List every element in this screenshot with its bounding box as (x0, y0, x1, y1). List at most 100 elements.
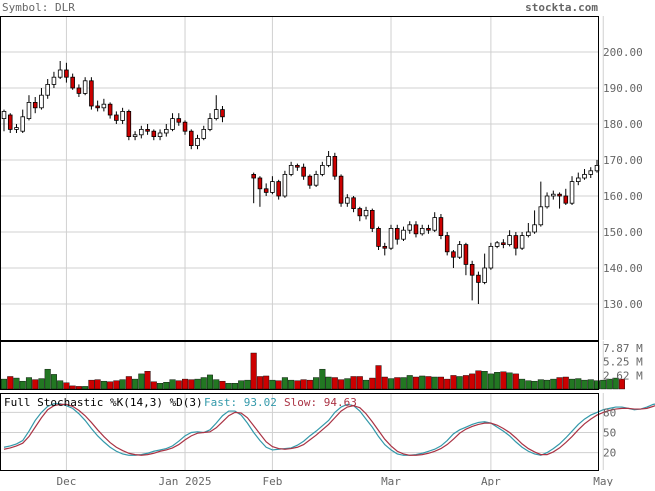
candle (463, 242, 469, 276)
candle-body (126, 111, 132, 138)
candle-body (195, 137, 200, 146)
candle (357, 206, 363, 222)
candle (57, 61, 63, 79)
candle (276, 179, 281, 200)
candle (419, 224, 425, 236)
volume-bar (437, 376, 444, 390)
candle-body (82, 80, 88, 94)
volume-bar (88, 379, 95, 390)
candle (51, 71, 57, 88)
fast-value-label: Fast: 93.02 (204, 396, 277, 409)
volume-bar (38, 378, 45, 390)
candle-body (476, 274, 481, 283)
volume-bar (63, 382, 70, 390)
candle-body (557, 193, 562, 197)
volume-bar (544, 379, 551, 390)
candle-body (145, 128, 150, 132)
price-tick-label: 200.00 (603, 46, 643, 59)
grid-layer (0, 16, 604, 470)
candle (64, 62, 69, 83)
candle-body (157, 132, 163, 137)
candle-body (551, 193, 556, 197)
candle-body (307, 175, 313, 186)
candle (101, 98, 107, 112)
price-tick-label: 130.00 (603, 298, 643, 311)
volume-bar (19, 380, 26, 390)
volume-bar (163, 382, 170, 390)
volume-bar (525, 380, 532, 390)
candle-body (139, 128, 144, 136)
candle (114, 111, 119, 124)
volume-bar (562, 376, 569, 390)
candle (476, 271, 481, 304)
candle (370, 208, 375, 232)
candle (20, 109, 25, 133)
volume-bar (69, 385, 76, 390)
candle (363, 206, 369, 220)
volume-bar (100, 380, 107, 390)
x-tick-label: May (593, 475, 613, 486)
volume-bar (487, 373, 494, 390)
volume-bar (481, 371, 488, 390)
candle-body (444, 235, 450, 253)
candle-body (276, 181, 281, 197)
candle-body (582, 173, 587, 179)
candle (532, 210, 537, 234)
candle-body (338, 175, 344, 204)
candle (132, 131, 138, 141)
price-tick-label: 140.00 (603, 262, 643, 275)
volume-bar (219, 380, 226, 390)
volume-bar (444, 378, 451, 390)
volume-bar (281, 377, 288, 390)
candle (482, 253, 487, 285)
candle-body (57, 69, 63, 78)
volume-tick-label: 7.87 M (603, 342, 643, 355)
candle (457, 241, 462, 259)
volume-bar (406, 375, 413, 390)
candle-body (438, 217, 444, 237)
volume-bar (138, 373, 145, 390)
volume-bar (331, 377, 338, 390)
candle-body (7, 114, 13, 130)
candle (501, 239, 506, 249)
candle-body (263, 188, 269, 193)
candle (157, 129, 163, 141)
candle (176, 113, 182, 126)
candle-body (51, 76, 57, 85)
volume-bar (450, 375, 457, 390)
candle-body (588, 170, 594, 175)
volume-bar (537, 379, 544, 390)
candle (588, 167, 594, 178)
volume-bar (50, 374, 57, 390)
candle (413, 221, 419, 238)
candle (332, 152, 338, 180)
candle (139, 125, 144, 139)
volume-bar (44, 368, 51, 390)
volume-bar (231, 383, 238, 390)
candle-body (182, 121, 188, 132)
candle-body (501, 242, 506, 246)
candle (345, 194, 350, 207)
candle-body (20, 116, 25, 132)
volume-bar (175, 380, 182, 390)
volume-bar (519, 378, 526, 390)
candle-body (363, 209, 369, 217)
label-layer: Symbol: DLR stockta.com Full Stochastic … (2, 1, 643, 488)
candle (213, 95, 219, 121)
candle (526, 223, 531, 238)
volume-bar (381, 376, 388, 390)
candle-body (282, 173, 288, 197)
volume-bar (206, 374, 213, 390)
volume-bar (275, 380, 282, 390)
candle-body (370, 209, 375, 229)
volume-bar (194, 378, 201, 390)
candle-body (407, 224, 413, 231)
candle (451, 250, 456, 268)
volume-bar (213, 379, 220, 390)
volume-bar (250, 352, 257, 390)
candle-body (426, 227, 431, 231)
candle (301, 163, 306, 180)
candle-body (288, 164, 294, 175)
volume-bar (550, 378, 557, 390)
